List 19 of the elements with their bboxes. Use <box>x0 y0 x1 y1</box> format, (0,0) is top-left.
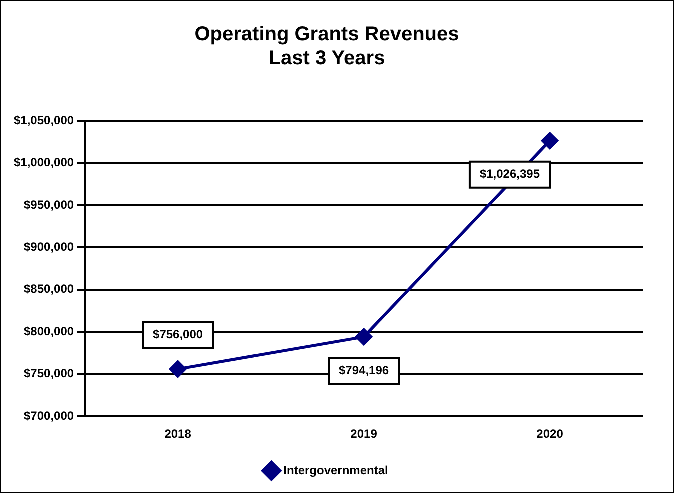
point <box>170 360 187 378</box>
y-tick-label: $1,000,000 <box>14 156 74 170</box>
y-tick-label: $700,000 <box>24 408 74 423</box>
data-label: $1,026,395 <box>480 167 540 182</box>
y-tick-label: $750,000 <box>24 366 74 381</box>
data-label: $794,196 <box>339 363 390 378</box>
y-tick-label: $800,000 <box>24 324 74 338</box>
y-tick-label: $1,050,000 <box>14 113 74 128</box>
chart-title: Operating Grants Revenues Last 3 Years <box>194 24 460 70</box>
y-tick-label: $850,000 <box>24 282 74 296</box>
x-tick-label: 2020 <box>536 427 564 442</box>
x-tick-label: 2018 <box>164 427 192 442</box>
point <box>356 328 373 346</box>
point <box>542 132 559 150</box>
legend-label: Intergovernmental <box>284 463 388 478</box>
data-label: $756,000 <box>153 328 204 342</box>
y-tick-label: $900,000 <box>24 240 74 254</box>
x-tick-label: 2019 <box>350 427 378 442</box>
y-tick-label: $950,000 <box>24 198 74 212</box>
